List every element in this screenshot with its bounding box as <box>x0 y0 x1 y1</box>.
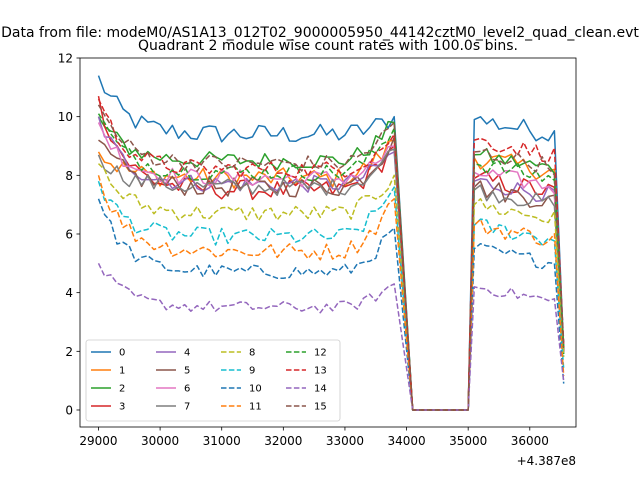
legend-label-15: 15 <box>314 402 327 413</box>
series-line-10 <box>97 198 565 411</box>
y-tick-label: 2 <box>65 345 73 359</box>
legend-label-13: 13 <box>314 366 327 377</box>
figure-suptitle: Data from file: modeM0/AS1A13_012T02_900… <box>1 25 639 41</box>
y-axis: 0 2 4 6 8 10 12 <box>58 52 80 417</box>
x-tick-label: 35000 <box>449 434 487 448</box>
legend-label-6: 6 <box>184 384 190 395</box>
series-line-13 <box>97 98 565 411</box>
series-line-4 <box>97 116 565 411</box>
x-tick-label: 31000 <box>203 434 241 448</box>
series-line-15 <box>97 104 565 411</box>
y-tick-label: 0 <box>65 403 73 417</box>
x-tick-label: 29000 <box>79 434 117 448</box>
x-tick-label: 33000 <box>326 434 364 448</box>
y-tick-label: 6 <box>65 227 73 241</box>
legend-label-5: 5 <box>184 366 190 377</box>
series-line-0 <box>97 75 565 411</box>
series-line-7 <box>97 148 565 411</box>
chart-title: Quadrant 2 module wise count rates with … <box>138 38 518 54</box>
legend-label-14: 14 <box>314 384 327 395</box>
legend-label-4: 4 <box>184 348 190 359</box>
x-tick-label: 36000 <box>511 434 549 448</box>
series-line-14 <box>97 262 565 411</box>
legend-label-9: 9 <box>249 366 255 377</box>
y-tick-label: 8 <box>65 169 73 183</box>
legend-label-1: 1 <box>119 366 125 377</box>
legend-label-3: 3 <box>119 402 125 413</box>
series-line-5 <box>98 136 565 411</box>
series-line-11 <box>97 175 565 411</box>
legend-label-8: 8 <box>249 348 255 359</box>
x-axis-offset-label: +4.387e8 <box>517 454 576 468</box>
legend-label-0: 0 <box>119 348 125 359</box>
x-tick-label: 34000 <box>387 434 425 448</box>
legend-label-7: 7 <box>184 402 190 413</box>
legend-label-12: 12 <box>314 348 327 359</box>
y-tick-label: 10 <box>58 110 73 124</box>
y-tick-label: 12 <box>58 52 73 66</box>
axes-frame <box>79 57 577 428</box>
x-axis: 29000 30000 31000 32000 33000 34000 35000 36000 <box>79 427 549 448</box>
legend-box <box>85 339 341 422</box>
x-tick-label: 30000 <box>141 434 179 448</box>
series-line-9 <box>97 180 565 411</box>
legend-label-11: 11 <box>249 402 262 413</box>
y-tick-label: 4 <box>65 286 73 300</box>
legend-label-2: 2 <box>119 384 125 395</box>
legend-label-10: 10 <box>249 384 262 395</box>
series-line-8 <box>97 163 565 411</box>
x-tick-label: 32000 <box>264 434 302 448</box>
series-layer <box>97 75 565 411</box>
